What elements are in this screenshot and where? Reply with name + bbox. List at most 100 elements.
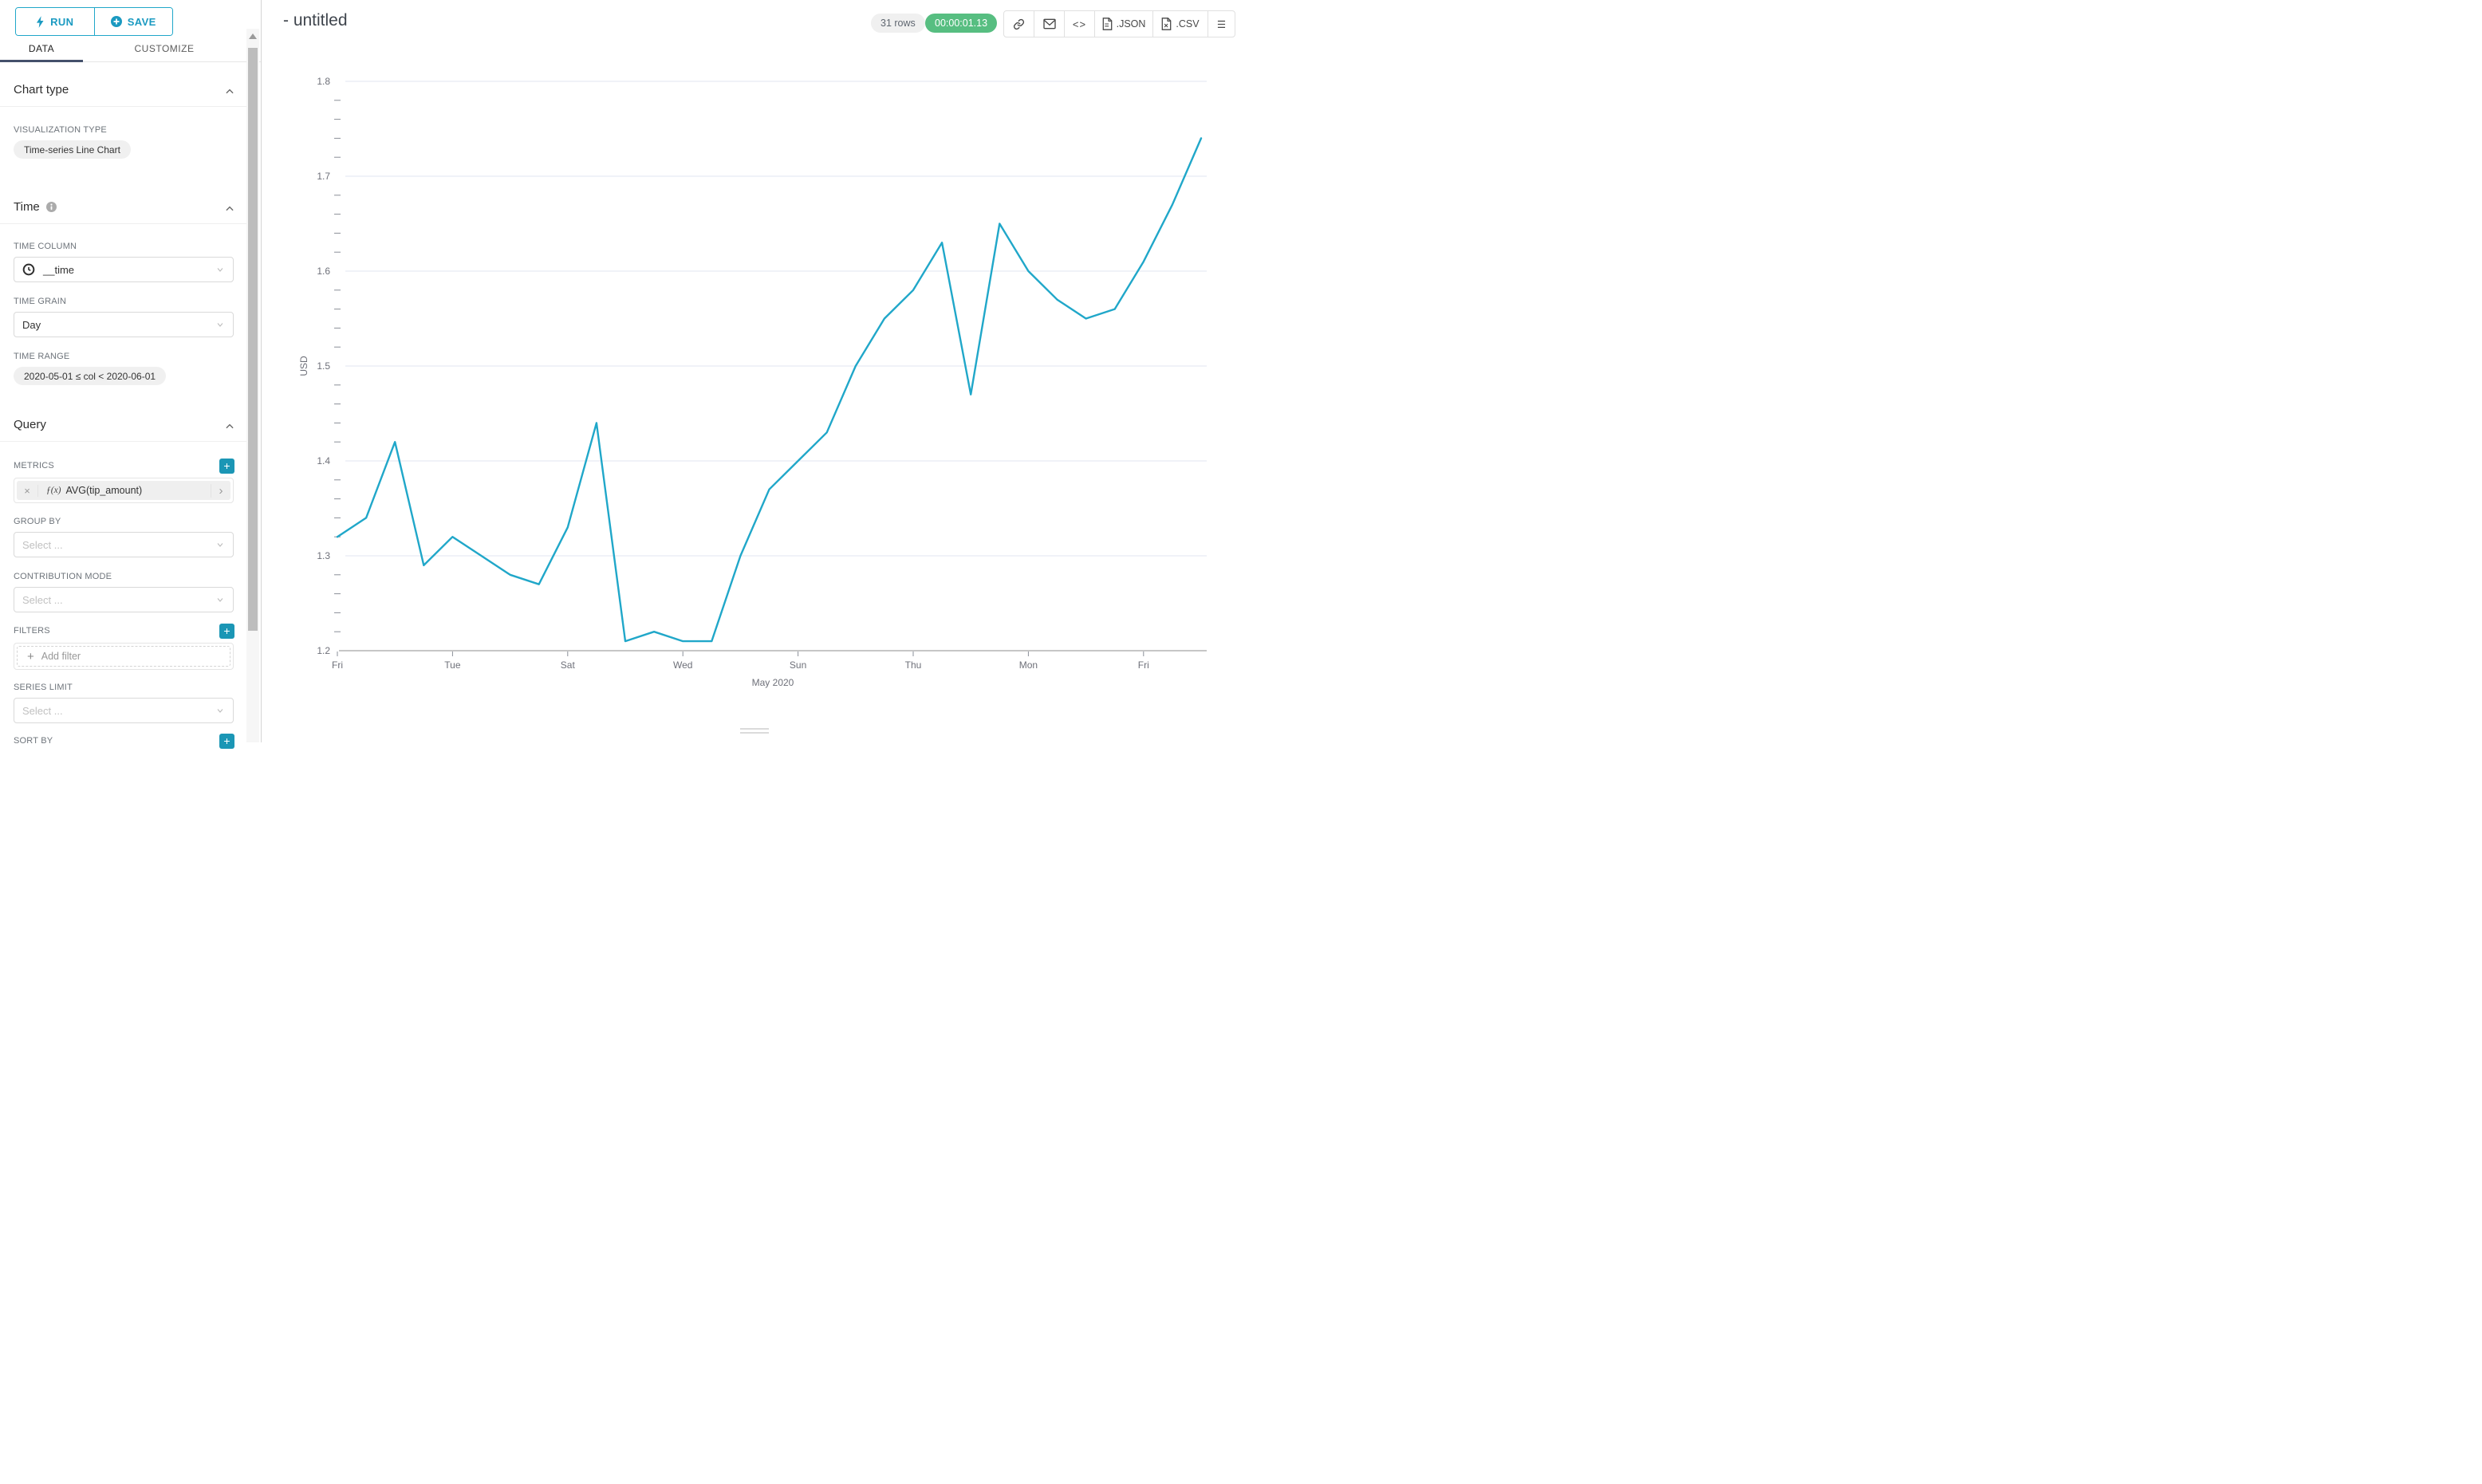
- group-by-placeholder: Select ...: [22, 538, 63, 551]
- sort-by-label: SORT BY: [14, 736, 53, 746]
- export-toolbar: <> .JSON .CSV ☰: [1003, 10, 1235, 37]
- file-json-icon: [1102, 18, 1112, 30]
- section-chart-type-title: Chart type: [14, 83, 69, 96]
- svg-text:1.2: 1.2: [317, 645, 330, 656]
- section-divider: [0, 223, 247, 224]
- svg-text:USD: USD: [298, 356, 309, 376]
- group-by-select[interactable]: Select ...: [14, 532, 234, 557]
- chart-area: - untitled 31 rows 00:00:01.13 <> .JSON …: [262, 0, 1241, 742]
- section-divider: [0, 106, 247, 107]
- tab-customize[interactable]: CUSTOMIZE: [83, 35, 246, 61]
- run-button[interactable]: RUN: [16, 8, 95, 35]
- row-count-badge: 31 rows: [871, 14, 925, 33]
- time-column-select[interactable]: __time: [14, 257, 234, 282]
- chevron-up-icon[interactable]: [224, 86, 235, 97]
- plus-circle-icon: [110, 16, 122, 27]
- control-panel: RUN SAVE DATA CUSTOMIZE Chart type VISUA…: [0, 0, 262, 749]
- copy-link-button[interactable]: [1004, 11, 1034, 37]
- export-csv-button[interactable]: .CSV: [1153, 11, 1208, 37]
- section-time-title: Time: [14, 200, 57, 214]
- svg-text:1.8: 1.8: [317, 76, 330, 87]
- chevron-up-icon[interactable]: [224, 421, 235, 432]
- svg-text:1.4: 1.4: [317, 455, 330, 466]
- function-icon: ƒ(x): [46, 486, 61, 495]
- svg-text:1.5: 1.5: [317, 360, 330, 372]
- contribution-mode-placeholder: Select ...: [22, 593, 63, 606]
- group-by-label: GROUP BY: [14, 517, 61, 526]
- email-button[interactable]: [1034, 11, 1065, 37]
- svg-text:Thu: Thu: [905, 659, 922, 671]
- embed-code-button[interactable]: <>: [1065, 11, 1095, 37]
- svg-text:Sat: Sat: [561, 659, 576, 671]
- clock-icon: [22, 263, 35, 276]
- time-grain-select[interactable]: Day: [14, 312, 234, 337]
- svg-text:Fri: Fri: [1138, 659, 1149, 671]
- info-icon: [45, 202, 57, 212]
- chevron-right-icon[interactable]: ›: [211, 483, 230, 498]
- svg-text:Mon: Mon: [1019, 659, 1038, 671]
- query-timer-badge: 00:00:01.13: [925, 14, 998, 33]
- email-icon: [1042, 18, 1056, 30]
- plus-icon: +: [27, 649, 34, 663]
- code-icon: <>: [1072, 18, 1087, 30]
- time-grain-value: Day: [22, 318, 41, 331]
- section-query-title: Query: [14, 418, 46, 431]
- chart-title[interactable]: - untitled: [283, 11, 348, 30]
- export-json-label: .JSON: [1116, 18, 1146, 30]
- metric-item[interactable]: × ƒ(x) AVG(tip_amount) ›: [17, 481, 230, 500]
- svg-text:Tue: Tue: [444, 659, 461, 671]
- time-column-value: __time: [43, 263, 75, 276]
- chevron-down-icon: [217, 543, 223, 547]
- scrollbar-up-arrow-icon[interactable]: [249, 33, 257, 39]
- export-csv-label: .CSV: [1176, 18, 1200, 30]
- save-button[interactable]: SAVE: [94, 8, 172, 35]
- filters-label: FILTERS: [14, 626, 50, 636]
- metrics-label: METRICS: [14, 461, 54, 470]
- run-save-button-group: RUN SAVE: [15, 7, 173, 36]
- time-range-label: TIME RANGE: [14, 352, 70, 361]
- svg-text:1.7: 1.7: [317, 171, 330, 182]
- add-filter-button[interactable]: + Add filter: [17, 646, 230, 667]
- export-json-button[interactable]: .JSON: [1095, 11, 1153, 37]
- add-sort-by-button[interactable]: +: [219, 734, 234, 749]
- save-button-label: SAVE: [127, 15, 156, 28]
- tab-customize-label: CUSTOMIZE: [134, 42, 195, 54]
- series-limit-placeholder: Select ...: [22, 704, 63, 717]
- filters-container: + Add filter: [14, 643, 234, 670]
- visualization-type-value[interactable]: Time-series Line Chart: [14, 140, 131, 159]
- time-column-label: TIME COLUMN: [14, 242, 77, 251]
- svg-text:Fri: Fri: [332, 659, 343, 671]
- contribution-mode-select[interactable]: Select ...: [14, 587, 234, 612]
- contribution-mode-label: CONTRIBUTION MODE: [14, 572, 112, 581]
- link-icon: [1013, 18, 1025, 30]
- remove-metric-icon[interactable]: ×: [17, 484, 38, 497]
- chevron-down-icon: [217, 598, 223, 602]
- svg-text:Sun: Sun: [790, 659, 806, 671]
- visualization-type-label: VISUALIZATION TYPE: [14, 125, 107, 135]
- panel-scrollbar[interactable]: [246, 29, 259, 742]
- time-grain-label: TIME GRAIN: [14, 297, 67, 306]
- svg-text:May 2020: May 2020: [752, 677, 794, 688]
- chevron-up-icon[interactable]: [224, 203, 235, 215]
- resize-drag-handle[interactable]: [740, 728, 769, 736]
- svg-text:Wed: Wed: [673, 659, 692, 671]
- metrics-container: × ƒ(x) AVG(tip_amount) ›: [14, 478, 234, 503]
- timeseries-line-chart[interactable]: 1.2 1.3 1.4 1.5 1.6 1.7 1.8 Fri Tue Sat Wed Sun Thu M…: [262, 0, 1241, 742]
- panel-tabs: DATA CUSTOMIZE: [0, 35, 262, 62]
- series-limit-label: SERIES LIMIT: [14, 683, 73, 692]
- scrollbar-thumb[interactable]: [248, 48, 258, 631]
- chevron-down-icon: [217, 323, 223, 327]
- metric-item-label: AVG(tip_amount): [65, 485, 143, 496]
- tab-data-label: DATA: [28, 42, 55, 54]
- menu-icon: ☰: [1216, 18, 1227, 30]
- chevron-down-icon: [217, 268, 223, 272]
- add-filter-label: Add filter: [41, 651, 81, 662]
- add-metric-button[interactable]: +: [219, 459, 234, 474]
- run-button-label: RUN: [50, 15, 74, 28]
- series-limit-select[interactable]: Select ...: [14, 698, 234, 723]
- more-options-button[interactable]: ☰: [1208, 11, 1235, 37]
- add-filter-plus-button[interactable]: +: [219, 624, 234, 639]
- time-title-text: Time: [14, 200, 40, 214]
- tab-data[interactable]: DATA: [0, 35, 83, 62]
- time-range-value[interactable]: 2020-05-01 ≤ col < 2020-06-01: [14, 367, 167, 385]
